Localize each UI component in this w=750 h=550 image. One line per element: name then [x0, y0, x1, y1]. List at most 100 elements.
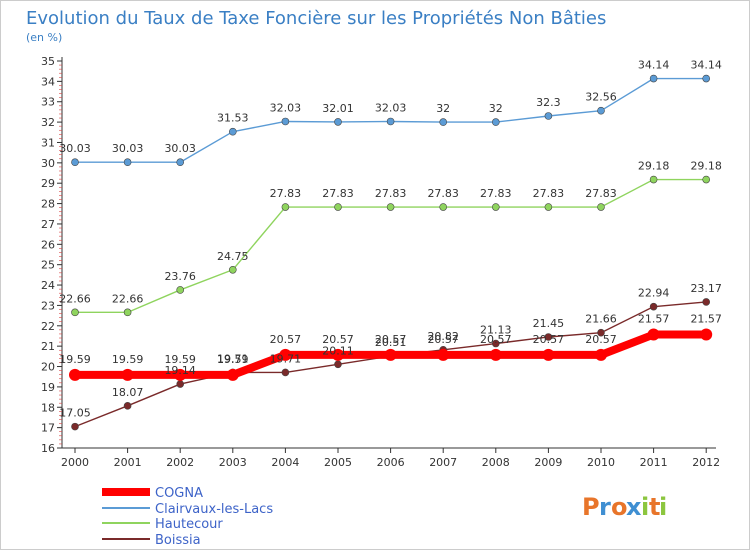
data-point	[597, 106, 605, 115]
y-tick-label: 33	[41, 96, 55, 109]
data-label: 19.71	[270, 352, 302, 365]
data-label: 20.51	[375, 336, 407, 349]
data-point	[121, 368, 134, 381]
logo-letter: t	[649, 493, 660, 521]
data-label: 18.07	[112, 386, 144, 399]
data-point	[439, 203, 448, 211]
y-tick-label: 21	[41, 340, 55, 353]
data-label: 27.83	[270, 187, 302, 200]
x-tick-label: 2002	[166, 456, 194, 469]
legend-label: Boissia	[155, 533, 201, 548]
data-label: 27.83	[585, 187, 617, 200]
data-point	[649, 175, 658, 184]
data-point	[700, 328, 713, 341]
x-tick-label: 2009	[534, 456, 562, 469]
data-label: 23.17	[690, 282, 722, 295]
data-point	[332, 348, 344, 361]
data-label: 20.11	[322, 344, 354, 357]
data-point	[334, 360, 342, 369]
data-label: 30.03	[59, 142, 91, 155]
data-label: 19.71	[217, 352, 249, 365]
data-label: 19.59	[217, 353, 249, 366]
data-label: 32.56	[585, 91, 617, 104]
data-label: 27.83	[480, 187, 512, 200]
y-tick-label: 29	[41, 177, 55, 190]
data-point	[71, 158, 79, 167]
x-tick-label: 2000	[61, 456, 89, 469]
data-point	[226, 368, 239, 381]
data-label: 20.57	[427, 333, 459, 346]
data-label: 20.57	[533, 333, 565, 346]
data-point	[595, 348, 607, 361]
data-point	[71, 308, 79, 317]
y-tick-label: 20	[41, 361, 55, 374]
data-point	[123, 308, 132, 317]
data-point	[279, 348, 292, 361]
x-tick-label: 2001	[114, 456, 142, 469]
x-tick-label: 2007	[429, 456, 457, 469]
data-point	[649, 302, 658, 311]
logo-letter: x	[626, 493, 642, 521]
data-label: 21.66	[585, 313, 617, 326]
data-point	[176, 380, 184, 388]
data-point	[649, 74, 658, 83]
axes: 16 17 18 19 20 21 22 23 24 25 26 27 28 29 30 31 32 33 34 35…	[41, 55, 720, 469]
data-label: 30.03	[164, 142, 196, 155]
data-label: 27.83	[322, 187, 354, 200]
y-tick-label: 35	[41, 55, 55, 68]
data-point	[384, 348, 397, 361]
data-label: 20.57	[585, 333, 617, 346]
data-point	[439, 118, 448, 126]
x-tick-label: 2010	[587, 456, 615, 469]
series-layer	[69, 74, 713, 431]
data-label: 22.66	[112, 292, 144, 305]
x-tick-label: 2012	[692, 456, 720, 469]
data-point	[281, 117, 290, 126]
data-label: 21.13	[480, 324, 512, 337]
x-tick-label: 2011	[640, 456, 668, 469]
y-tick-label: 26	[41, 238, 55, 251]
data-point	[647, 328, 660, 341]
data-label: 22.66	[59, 292, 91, 305]
data-label: 19.14	[164, 364, 196, 377]
y-tick-label: 16	[41, 442, 55, 455]
data-label: 32	[489, 102, 503, 115]
data-point	[544, 112, 553, 120]
data-point	[597, 328, 605, 337]
data-label: 20.57	[375, 333, 407, 346]
logo-letter: o	[611, 493, 628, 521]
data-point	[702, 74, 711, 83]
data-label: 20.82	[427, 330, 459, 343]
y-tick-label: 31	[41, 136, 55, 149]
data-label: 31.53	[217, 112, 249, 125]
data-label: 20.57	[322, 333, 354, 346]
data-point	[71, 422, 79, 431]
data-label: 21.57	[690, 313, 722, 326]
x-tick-label: 2006	[377, 456, 405, 469]
x-tick-label: 2008	[482, 456, 510, 469]
data-point	[544, 203, 553, 211]
data-label: 29.18	[638, 160, 670, 173]
data-label: 32.03	[375, 101, 407, 114]
logo-letter: P	[582, 493, 600, 521]
logo-letter: r	[599, 493, 611, 521]
data-label: 21.45	[533, 317, 565, 330]
y-tick-label: 19	[41, 381, 55, 394]
y-tick-label: 32	[41, 116, 55, 129]
y-tick-label: 24	[41, 279, 55, 292]
data-label: 27.83	[375, 187, 407, 200]
x-tick-label: 2003	[219, 456, 247, 469]
data-point	[123, 158, 132, 167]
x-tick-label: 2004	[271, 456, 299, 469]
y-tick-label: 23	[41, 299, 55, 312]
data-label: 30.03	[112, 142, 144, 155]
data-label: 34.14	[638, 59, 670, 72]
data-point	[437, 348, 450, 361]
y-tick-label: 28	[41, 198, 55, 211]
data-label: 19.59	[164, 353, 196, 366]
logo-letter: i	[641, 493, 649, 521]
data-label: 21.57	[638, 313, 670, 326]
legend-label: Clairvaux-les-Lacs	[155, 502, 273, 517]
data-point	[334, 118, 342, 126]
